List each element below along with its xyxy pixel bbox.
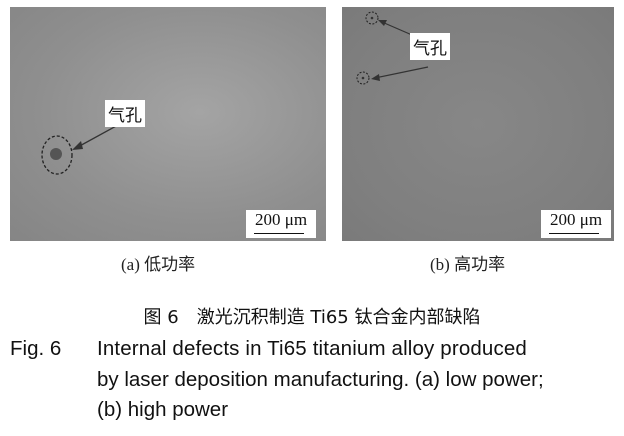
figure-caption-cn: 图 6 激光沉积制造 Ti65 钛合金内部缺陷 — [143, 307, 481, 328]
micrograph-high-power: 气孔 200 μm — [342, 7, 614, 241]
pore-annotation — [41, 124, 119, 175]
pore-label: 气孔 — [410, 33, 450, 60]
pore-label: 气孔 — [105, 100, 145, 127]
figure-caption-en-line: by laser deposition manufacturing. (a) l… — [97, 368, 544, 391]
figure-caption-en-line: (b) high power — [97, 398, 229, 421]
figure-caption-en-line: Internal defects in Ti65 titanium alloy … — [97, 337, 527, 360]
subcaption-a: (a) 低功率 — [121, 255, 196, 274]
subcaption-b: (b) 高功率 — [430, 255, 506, 274]
scale-bar: 200 μm — [541, 210, 611, 238]
scale-bar: 200 μm — [246, 210, 316, 238]
pore-annotation — [356, 11, 429, 85]
micrograph-low-power: 气孔 200 μm — [10, 7, 326, 241]
figure-label-en: Fig. 6 — [10, 337, 62, 360]
